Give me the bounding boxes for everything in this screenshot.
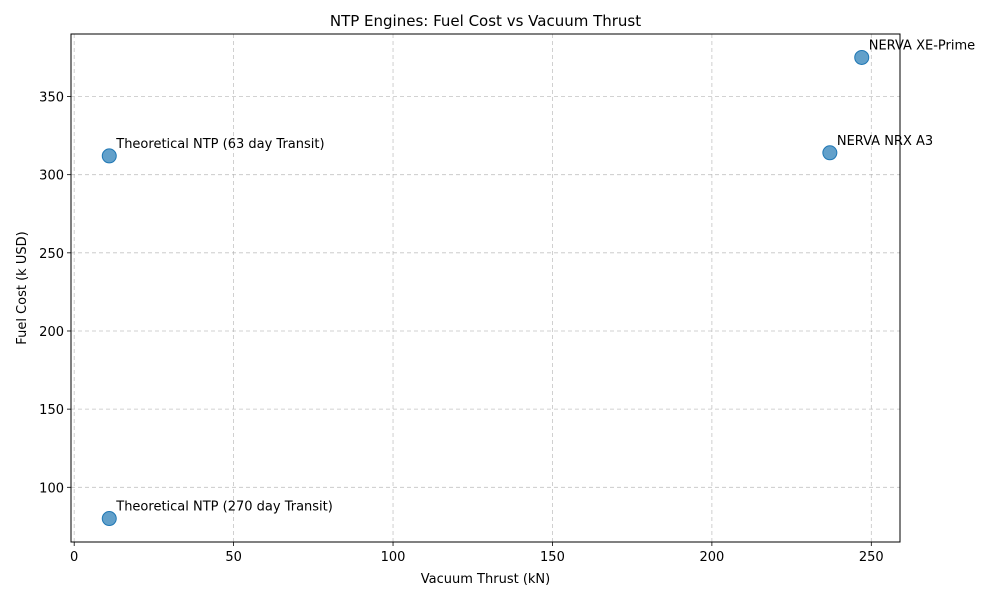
x-axis-label: Vacuum Thrust (kN) (421, 572, 550, 587)
point-annotation: NERVA NRX A3 (837, 134, 933, 149)
y-tick-label: 150 (39, 403, 64, 418)
y-tick-label: 250 (39, 247, 64, 262)
plot-frame (70, 33, 901, 543)
x-tick-label: 0 (70, 550, 78, 565)
y-tick-label: 200 (39, 325, 64, 340)
point-annotation: Theoretical NTP (270 day Transit) (115, 500, 333, 515)
scatter-point (854, 49, 870, 65)
y-tick-label: 100 (39, 481, 64, 496)
point-annotation: NERVA XE-Prime (869, 38, 975, 53)
point-layer (101, 49, 870, 527)
annotation-layer: NERVA XE-Prime NERVA NRX A3 Theoretical NT… (115, 38, 975, 514)
x-tick-label: 200 (699, 550, 724, 565)
y-tick-label: 350 (39, 91, 64, 106)
point-annotation: Theoretical NTP (63 day Transit) (115, 137, 324, 152)
y-axis-label: Fuel Cost (k USD) (15, 231, 30, 344)
x-tick-label: 250 (859, 550, 884, 565)
x-tick-label: 100 (381, 550, 406, 565)
scatter-point (822, 145, 838, 161)
scatter-point (101, 148, 117, 164)
scatter-point (101, 511, 117, 527)
tick-layer: 0 50 100 150 200 250 100 150 200 250 300 350 (39, 91, 884, 565)
grid-layer (71, 34, 900, 542)
chart-title: NTP Engines: Fuel Cost vs Vacuum Thrust (330, 12, 641, 30)
x-tick-label: 50 (225, 550, 242, 565)
x-tick-label: 150 (540, 550, 565, 565)
y-tick-label: 300 (39, 169, 64, 184)
